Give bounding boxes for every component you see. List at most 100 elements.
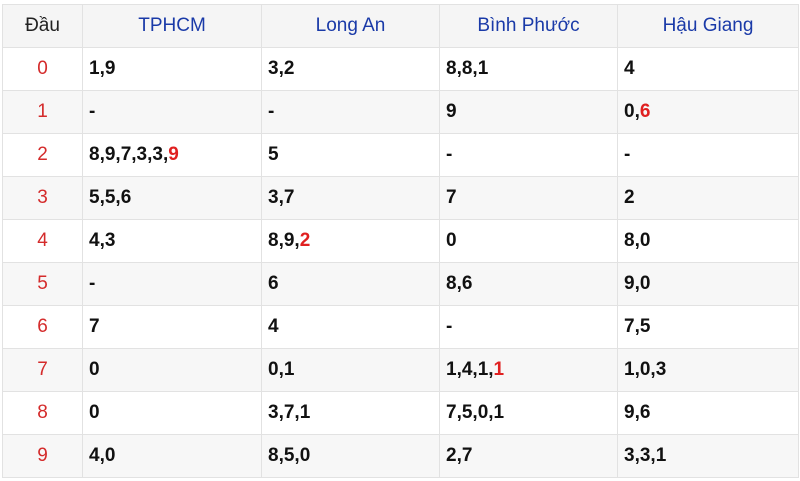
table-row: 5- 6 8,6 9,0 xyxy=(2,262,799,306)
loto-cell: 8,8,1 xyxy=(439,47,618,91)
header-province[interactable]: TPHCM xyxy=(82,4,262,48)
number-text: 8,5,0 xyxy=(268,445,311,466)
number-text: 0 xyxy=(89,359,100,380)
loto-cell: 3,2 xyxy=(261,47,440,91)
loto-cell: 1,9 xyxy=(82,47,262,91)
loto-cell: 3,7,1 xyxy=(261,391,440,435)
loto-cell: 4,0 xyxy=(82,434,262,478)
dau-cell: 6 xyxy=(2,305,83,349)
loto-cell: - xyxy=(439,133,618,177)
loto-cell: 4 xyxy=(617,47,799,91)
number-text: 3,2 xyxy=(268,58,295,79)
number-text: 1,0,3 xyxy=(624,359,667,380)
header-province[interactable]: Long An xyxy=(261,4,440,48)
dau-cell: 3 xyxy=(2,176,83,220)
dau-cell: 1 xyxy=(2,90,83,134)
number-text: 1,9 xyxy=(89,58,116,79)
number-text: 3,7 xyxy=(268,187,295,208)
number-text: 0 xyxy=(89,402,100,423)
loto-cell: - xyxy=(439,305,618,349)
number-text: 7 xyxy=(89,316,100,337)
loto-cell: 2 xyxy=(617,176,799,220)
loto-cell: 0,1 xyxy=(261,348,440,392)
number-text: 3,3,1 xyxy=(624,445,667,466)
loto-cell: 2,7 xyxy=(439,434,618,478)
loto-cell: - xyxy=(82,262,262,306)
table-row: 7 0 0,1 1,4,1,1 1,0,3 xyxy=(2,348,799,392)
number-text: - xyxy=(446,316,453,337)
number-text: 7,5,0,1 xyxy=(446,402,505,423)
dau-cell: 4 xyxy=(2,219,83,263)
number-text: - xyxy=(268,101,275,122)
dau-cell: 5 xyxy=(2,262,83,306)
number-text: 9,6 xyxy=(624,402,651,423)
highlighted-number: 1 xyxy=(493,359,505,380)
table-row: 1- -9 0,6 xyxy=(2,90,799,134)
number-text: - xyxy=(89,101,96,122)
number-text: 1,4,1, xyxy=(446,359,494,380)
highlighted-number: 9 xyxy=(168,144,179,165)
header-dau: Đầu xyxy=(2,4,83,48)
loto-cell: - xyxy=(82,90,262,134)
header-province[interactable]: Bình Phước xyxy=(439,4,618,48)
number-text: 6 xyxy=(268,273,279,294)
header-row: Đầu TPHCM Long An Bình Phước Hậu Giang xyxy=(2,4,799,48)
loto-cell: 6 xyxy=(261,262,440,306)
number-text: - xyxy=(446,144,453,165)
number-text: - xyxy=(624,144,631,165)
dau-cell: 7 xyxy=(2,348,83,392)
number-text: 8,9, xyxy=(268,230,300,251)
loto-cell: 1,4,1,1 xyxy=(439,348,618,392)
table-row: 3 5,5,6 3,7 7 2 xyxy=(2,176,799,220)
table-row: 8 0 3,7,1 7,5,0,1 9,6 xyxy=(2,391,799,435)
number-text: 3,7,1 xyxy=(268,402,311,423)
number-text: 7 xyxy=(446,187,457,208)
loto-cell: 7 xyxy=(439,176,618,220)
loto-cell: 8,9,2 xyxy=(261,219,440,263)
number-text: 0 xyxy=(446,230,457,251)
loto-cell: 0 xyxy=(82,391,262,435)
loto-cell: 9,6 xyxy=(617,391,799,435)
number-text: 8,9,7,3,3, xyxy=(89,144,169,165)
header-province[interactable]: Hậu Giang xyxy=(617,4,799,48)
number-text: 2 xyxy=(624,187,635,208)
loto-cell: - xyxy=(261,90,440,134)
number-text: 0, xyxy=(624,101,640,122)
loto-cell: 7,5 xyxy=(617,305,799,349)
number-text: 8,0 xyxy=(624,230,651,251)
loto-cell: - xyxy=(617,133,799,177)
number-text: 4 xyxy=(624,58,635,79)
loto-cell: 4 xyxy=(261,305,440,349)
dau-cell: 2 xyxy=(2,133,83,177)
table-row: 9 4,0 8,5,0 2,7 3,3,1 xyxy=(2,434,799,478)
loto-cell: 8,9,7,3,3,9 xyxy=(82,133,262,177)
loto-cell: 1,0,3 xyxy=(617,348,799,392)
table-row: 6 7 4 - 7,5 xyxy=(2,305,799,349)
loto-cell: 8,6 xyxy=(439,262,618,306)
loto-cell: 5,5,6 xyxy=(82,176,262,220)
number-text: 5 xyxy=(268,144,279,165)
loto-cell: 0 xyxy=(439,219,618,263)
number-text: 5,5,6 xyxy=(89,187,132,208)
loto-cell: 8,0 xyxy=(617,219,799,263)
number-text: 8,6 xyxy=(446,273,473,294)
number-text: 0,1 xyxy=(268,359,295,380)
loto-cell: 7 xyxy=(82,305,262,349)
loto-cell: 3,7 xyxy=(261,176,440,220)
loto-cell: 8,5,0 xyxy=(261,434,440,478)
loto-cell: 9 xyxy=(439,90,618,134)
loto-cell: 0 xyxy=(82,348,262,392)
highlighted-number: 2 xyxy=(299,230,311,251)
number-text: 8,8,1 xyxy=(446,58,489,79)
table-row: 4 4,3 8,9,2 0 8,0 xyxy=(2,219,799,263)
number-text: 4,3 xyxy=(89,230,116,251)
number-text: 9 xyxy=(446,101,457,122)
dau-cell: 8 xyxy=(2,391,83,435)
dau-cell: 0 xyxy=(2,47,83,91)
number-text: 9,0 xyxy=(624,273,651,294)
highlighted-number: 6 xyxy=(639,101,651,122)
dau-cell: 9 xyxy=(2,434,83,478)
loto-cell: 0,6 xyxy=(617,90,799,134)
table-row: 0 1,9 3,2 8,8,1 4 xyxy=(2,47,799,91)
number-text: 4,0 xyxy=(89,445,116,466)
